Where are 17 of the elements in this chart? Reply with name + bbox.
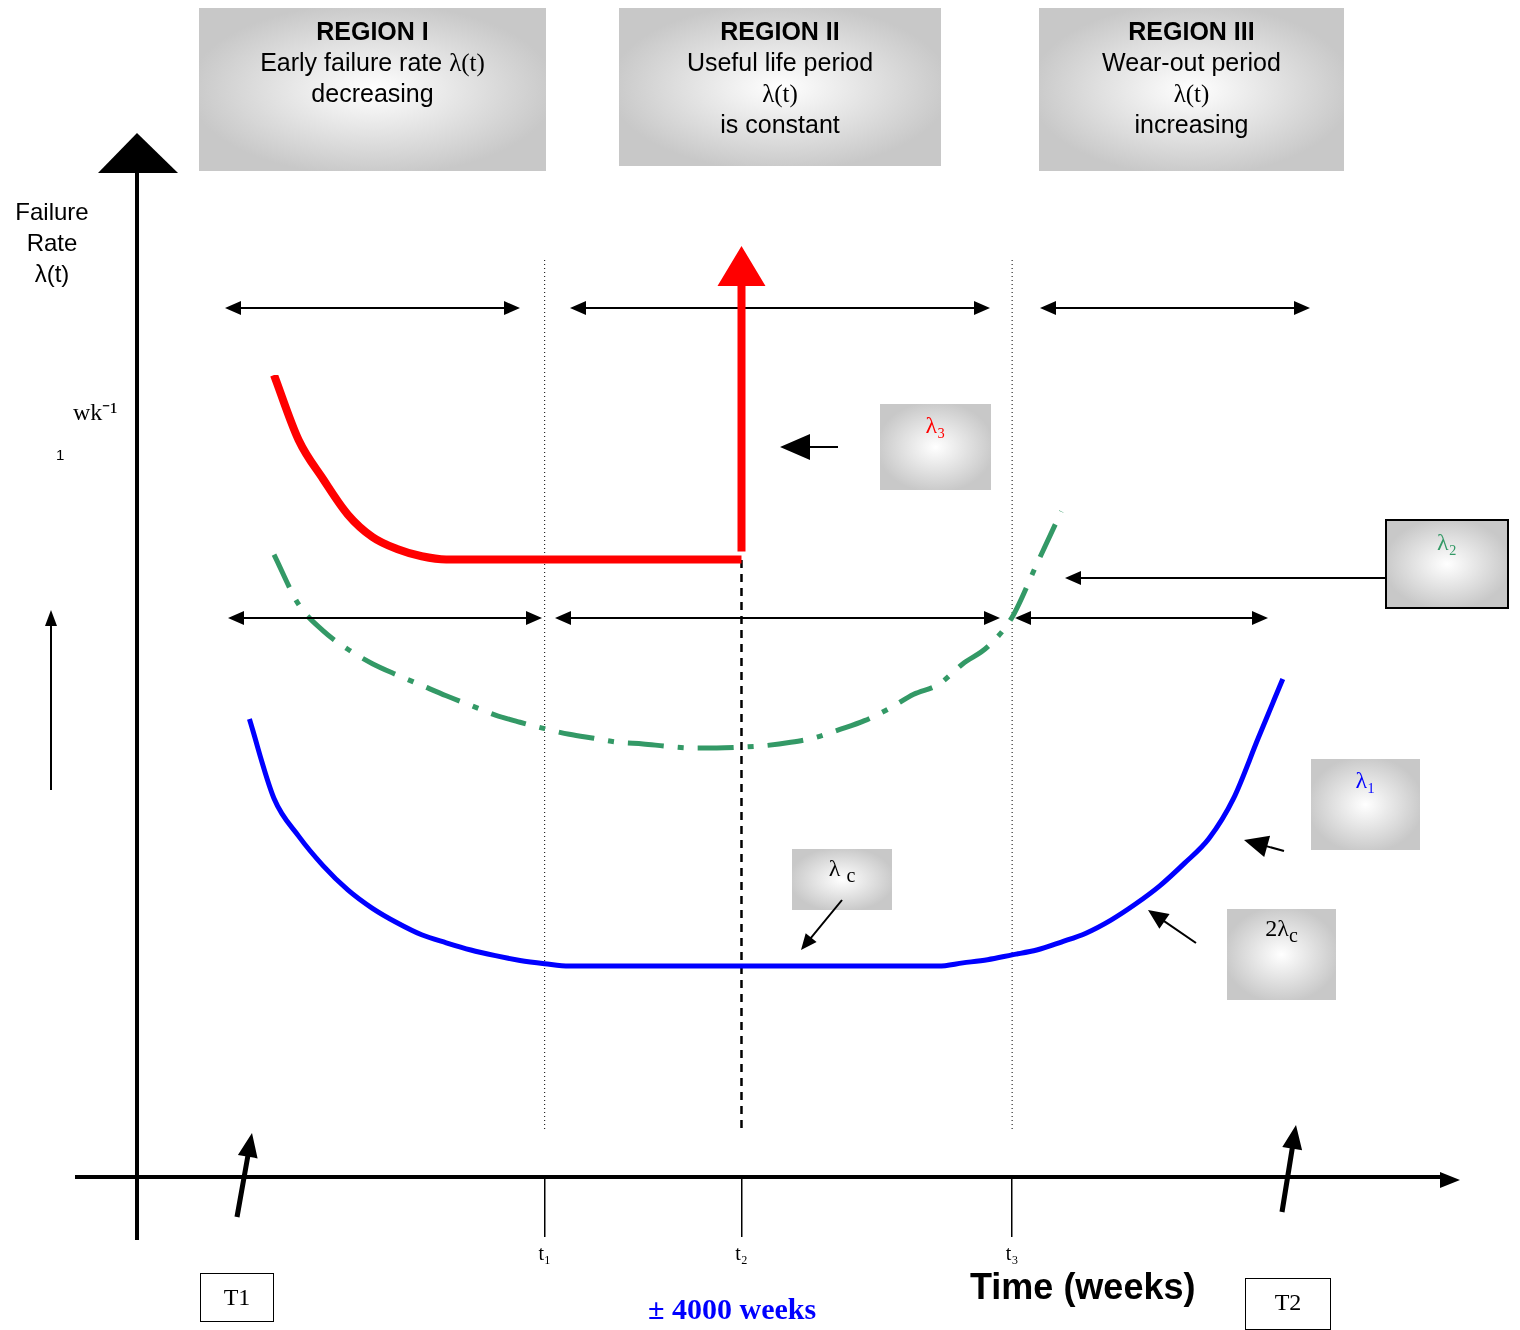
text: REGION III Wear-out period λ(t) increasing — [1039, 8, 1344, 171]
x-tick-label: t₂ — [735, 1242, 748, 1265]
label-box: λ $_{c}$ — [792, 849, 892, 910]
label-box: T1 — [200, 1273, 274, 1322]
label-box: λ₁ — [1311, 759, 1420, 850]
text: REGION I Early failure rate λ(t) decreasing — [199, 8, 546, 171]
label-box: λ₂ — [1385, 519, 1509, 609]
label-box: 2λ$_{c}$ — [1227, 909, 1336, 1000]
x-tick-label: t₁ — [538, 1242, 551, 1265]
text: REGION II Useful life period λ(t) is constant — [619, 8, 941, 166]
y-axis-title: Failure Rate λ(t) — [14, 197, 90, 289]
label-box: T2 — [1245, 1278, 1331, 1330]
text: wk⁻¹ 1 — [56, 399, 118, 463]
x-axis-title: Time (weeks) — [970, 1266, 1196, 1308]
text: ± 4000 weeks — [648, 1292, 817, 1326]
x-tick-label: t₃ — [1005, 1242, 1019, 1265]
label-box: λ₃ — [880, 404, 991, 490]
